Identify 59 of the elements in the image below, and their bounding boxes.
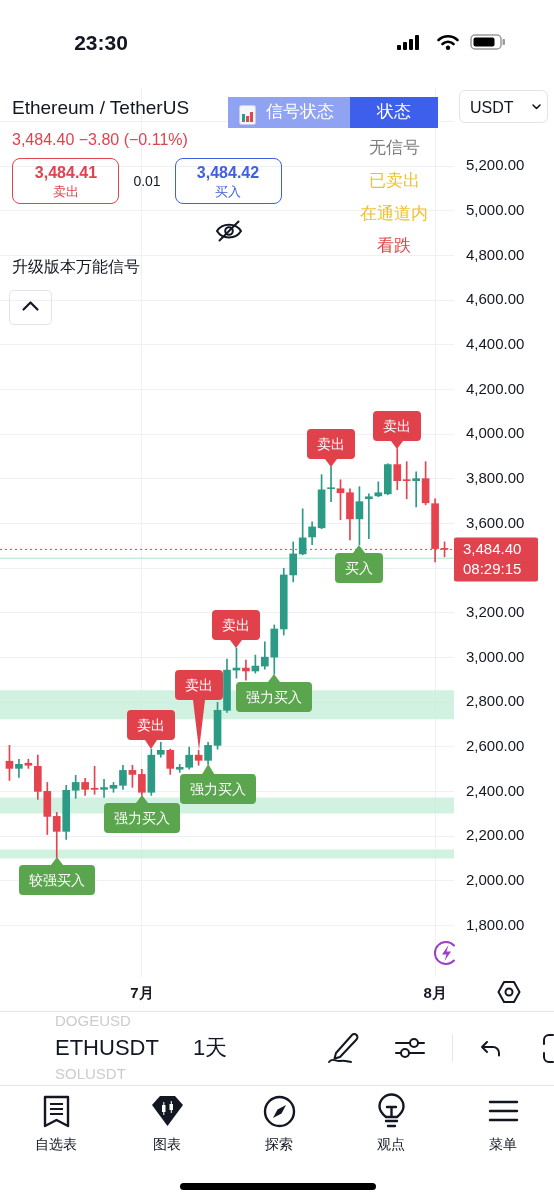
y-tick-label: 2,600.00 bbox=[466, 737, 525, 755]
y-tick-label: 3,000.00 bbox=[466, 647, 525, 665]
y-tick-label: 4,600.00 bbox=[466, 290, 525, 308]
annotation: 买入 bbox=[215, 184, 241, 199]
y-tick-label: 5,200.00 bbox=[466, 156, 525, 174]
annotation: 卖出 bbox=[317, 435, 346, 452]
annotation: 升级版本万能信号 bbox=[12, 257, 140, 275]
y-tick-label: 3,600.00 bbox=[466, 513, 525, 531]
x-tick-label: 7月 bbox=[130, 984, 154, 1002]
chart-title: Ethereum / TetherUS bbox=[12, 96, 190, 118]
annotation: 卖出 bbox=[184, 677, 213, 694]
annotation: 卖出 bbox=[383, 417, 412, 434]
annotation: 3,484.41 bbox=[34, 163, 98, 181]
candlestick bbox=[365, 493, 373, 540]
text: 菜单 bbox=[489, 1135, 517, 1152]
annotation: 强力买入 bbox=[113, 810, 170, 827]
annotation: 状态 bbox=[377, 102, 411, 121]
y-tick-label: 4,000.00 bbox=[466, 424, 525, 442]
text: 1天 bbox=[193, 1035, 228, 1060]
annotation: 强力买入 bbox=[189, 781, 246, 798]
y-tick-label: 4,400.00 bbox=[466, 335, 525, 353]
candlestick bbox=[327, 466, 335, 503]
text: 自选表 bbox=[35, 1135, 77, 1152]
ref-line-label: 3,484.40 08:29:15 bbox=[463, 539, 522, 577]
annotation: 0.01 bbox=[133, 172, 161, 189]
annotation: 买入 bbox=[345, 559, 374, 576]
y-tick-label: 2,400.00 bbox=[466, 781, 525, 799]
annotation: 在通道内 bbox=[360, 204, 428, 223]
candlestick bbox=[15, 758, 23, 778]
y-tick-label: 2,000.00 bbox=[466, 871, 525, 889]
y-tick-label: 4,200.00 bbox=[466, 379, 525, 397]
annotation: 较强买入 bbox=[28, 872, 85, 889]
y-tick-label: 1,800.00 bbox=[466, 915, 525, 933]
text: 图表 bbox=[153, 1135, 181, 1152]
annotation: 无信号 bbox=[368, 138, 420, 157]
y-tick-label: 4,800.00 bbox=[466, 245, 525, 263]
y-tick-label: 3,800.00 bbox=[466, 469, 525, 487]
text: ETHUSDT bbox=[55, 1035, 159, 1060]
annotation: 卖出 bbox=[53, 184, 79, 199]
annotation: 卖出 bbox=[137, 717, 166, 734]
y-tick-label: 3,200.00 bbox=[466, 603, 525, 621]
text: USDT bbox=[470, 98, 514, 116]
y-tick-label: 2,200.00 bbox=[466, 826, 525, 844]
text: 探索 bbox=[265, 1135, 293, 1152]
y-tick-label: 2,800.00 bbox=[466, 692, 525, 710]
annotation: 信号状态 bbox=[266, 102, 334, 121]
annotation: 看跌 bbox=[377, 236, 411, 255]
candlestick bbox=[402, 461, 411, 500]
annotation: 已卖出 bbox=[368, 171, 420, 190]
text: 观点 bbox=[377, 1135, 405, 1152]
candlestick bbox=[100, 778, 108, 798]
candlestick bbox=[412, 471, 420, 508]
y-tick-label: 5,000.00 bbox=[466, 200, 525, 218]
annotation: 3,484.42 bbox=[196, 163, 260, 181]
annotation: 强力买入 bbox=[246, 689, 303, 706]
text: 23:30 bbox=[74, 30, 128, 54]
annotation: 卖出 bbox=[222, 616, 251, 633]
x-tick-label: 8月 bbox=[423, 984, 447, 1002]
text: 3,484.40 −3.80 (−0.11%) bbox=[12, 130, 188, 148]
